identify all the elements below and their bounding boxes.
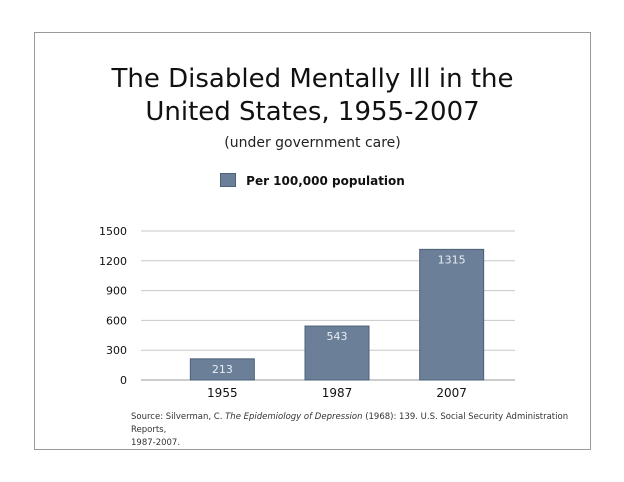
bar-2007 (419, 248, 485, 381)
bar-chart: 0 300 600 900 1200 1500 1955 1987 2007 213 543 13… (99, 225, 515, 400)
y-tick-label-1500: 1500 (99, 225, 127, 238)
y-tick-label-600: 600 (106, 314, 127, 327)
source-book-title: The Epidemiology of Depression (225, 412, 363, 422)
data-labels: 213 543 1315 (212, 253, 466, 375)
y-tick-label-0: 0 (120, 374, 127, 387)
y-tick-label-300: 300 (106, 344, 127, 357)
data-label-2007: 1315 (438, 253, 466, 266)
legend-label: Per 100,000 population (246, 174, 405, 188)
source-note: Source: Silverman, C. The Epidemiology o… (131, 411, 571, 450)
chart-title-line1: The Disabled Mentally Ill in the (111, 64, 514, 94)
slide: The Disabled Mentally Ill in the United … (34, 32, 591, 450)
chart-title: The Disabled Mentally Ill in the United … (35, 63, 590, 129)
x-tick-label-1955: 1955 (207, 386, 238, 400)
y-axis-ticks: 0 300 600 900 1200 1500 (99, 225, 127, 387)
y-tick-label-1200: 1200 (99, 255, 127, 268)
source-suffix-2: 1987-2007. (131, 438, 181, 448)
data-label-1987: 543 (327, 330, 348, 343)
chart-legend: Per 100,000 population (35, 173, 590, 188)
source-prefix: Source: Silverman, C. (131, 412, 226, 422)
source-suffix-1: (1968): 139. U.S. Social Security Admini… (131, 412, 569, 435)
bar-1987 (304, 325, 370, 381)
x-axis-ticks: 1955 1987 2007 (207, 386, 467, 400)
legend-swatch (220, 173, 237, 187)
y-tick-label-900: 900 (106, 285, 127, 298)
data-label-1955: 213 (212, 363, 233, 376)
chart-title-line2: United States, 1955-2007 (145, 97, 480, 127)
chart-subtitle: (under government care) (224, 135, 401, 151)
bars (189, 248, 485, 381)
x-tick-label-1987: 1987 (322, 386, 353, 400)
bar-1955 (189, 358, 255, 381)
x-tick-label-2007: 2007 (436, 386, 467, 400)
